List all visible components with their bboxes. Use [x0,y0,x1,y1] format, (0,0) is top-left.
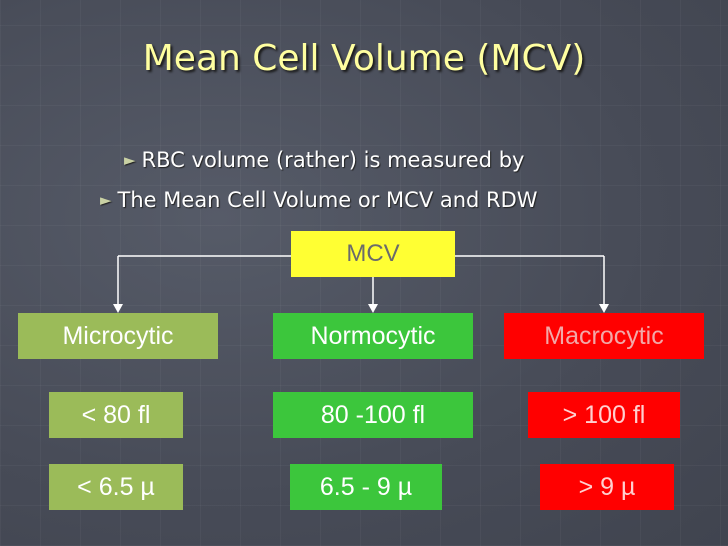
microcytic-box: Microcytic [18,313,218,359]
normocytic-box: Normocytic [273,313,473,359]
microcytic-volume-box: < 80 fl [49,392,183,438]
arrowhead-icon [599,304,609,313]
macrocytic-diameter-box: > 9 µ [540,464,674,510]
bullet-arrow-icon: ► [124,151,136,169]
normocytic-volume-box: 80 -100 fl [273,392,473,438]
bullet-item: ► RBC volume (rather) is measured by [124,148,524,172]
arrowhead-icon [368,304,378,313]
bullet-text: The Mean Cell Volume or MCV and RDW [117,188,538,212]
macrocytic-box: Macrocytic [504,313,704,359]
bullet-item: ► The Mean Cell Volume or MCV and RDW [100,188,538,212]
bullet-arrow-icon: ► [100,191,112,209]
normocytic-diameter-box: 6.5 - 9 µ [290,464,442,510]
microcytic-diameter-box: < 6.5 µ [49,464,183,510]
bullet-text: RBC volume (rather) is measured by [141,148,525,172]
slide-title: Mean Cell Volume (MCV) [142,38,586,79]
mcv-root-box: MCV [291,231,455,277]
arrowhead-icon [113,304,123,313]
macrocytic-volume-box: > 100 fl [528,392,680,438]
